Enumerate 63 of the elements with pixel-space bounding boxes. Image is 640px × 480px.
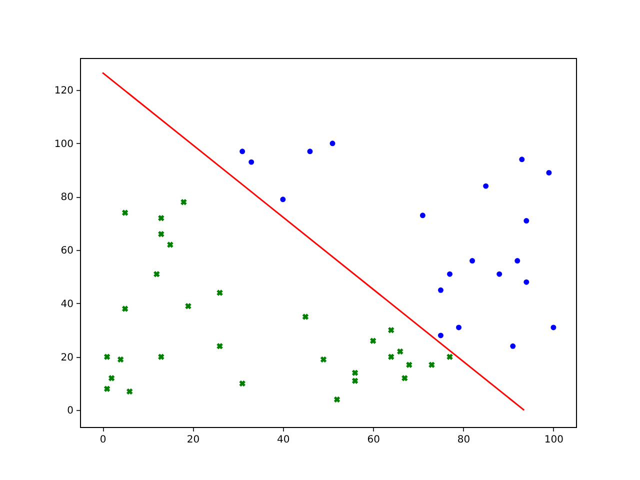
y-tick-label: 60 [60,246,74,257]
point [470,258,476,264]
y-tick-label: 80 [60,192,74,204]
point [524,218,530,224]
point [514,258,520,264]
x-tick-label: 40 [277,434,290,446]
point [388,327,394,334]
point [388,354,394,360]
point [510,343,516,349]
point [438,287,444,293]
point [352,378,358,384]
y-tick-label: 40 [60,298,74,310]
point [104,386,110,392]
point [216,290,223,296]
point [334,396,340,403]
point [370,338,376,344]
x-tick-label: 60 [367,434,380,446]
point [420,212,426,218]
point [302,314,309,320]
point [248,159,254,165]
y-tick-label: 120 [54,86,74,97]
x-tick-label: 0 [100,434,106,446]
point [158,230,164,238]
point [126,388,133,395]
point [519,156,525,162]
point [447,271,452,277]
point [154,270,160,278]
point [185,303,192,310]
point [122,306,128,312]
y-tick-label: 0 [67,406,74,417]
point [180,198,187,206]
point [216,343,223,350]
point [104,354,110,360]
point [483,183,489,189]
point [167,242,174,248]
x-tick-label: 80 [457,434,470,446]
x-tick-label: 20 [186,434,200,446]
point [496,271,502,277]
point [438,332,444,338]
point [524,279,530,285]
point [158,354,164,360]
point [330,140,336,146]
point [280,196,286,202]
point [158,214,164,222]
point [108,375,115,382]
y-tick-label: 100 [54,138,74,150]
point [406,362,412,368]
y-tick-label: 20 [60,352,74,364]
point [122,210,128,216]
point [456,324,462,330]
point [402,375,408,382]
point [307,148,313,154]
point [428,362,435,368]
point [546,170,552,176]
point [240,148,246,154]
point [352,370,358,376]
point [446,354,453,360]
point [239,380,246,387]
x-tick-label: 100 [544,434,564,446]
point [117,356,124,363]
point [550,324,556,330]
point [397,348,404,355]
point [320,356,327,363]
